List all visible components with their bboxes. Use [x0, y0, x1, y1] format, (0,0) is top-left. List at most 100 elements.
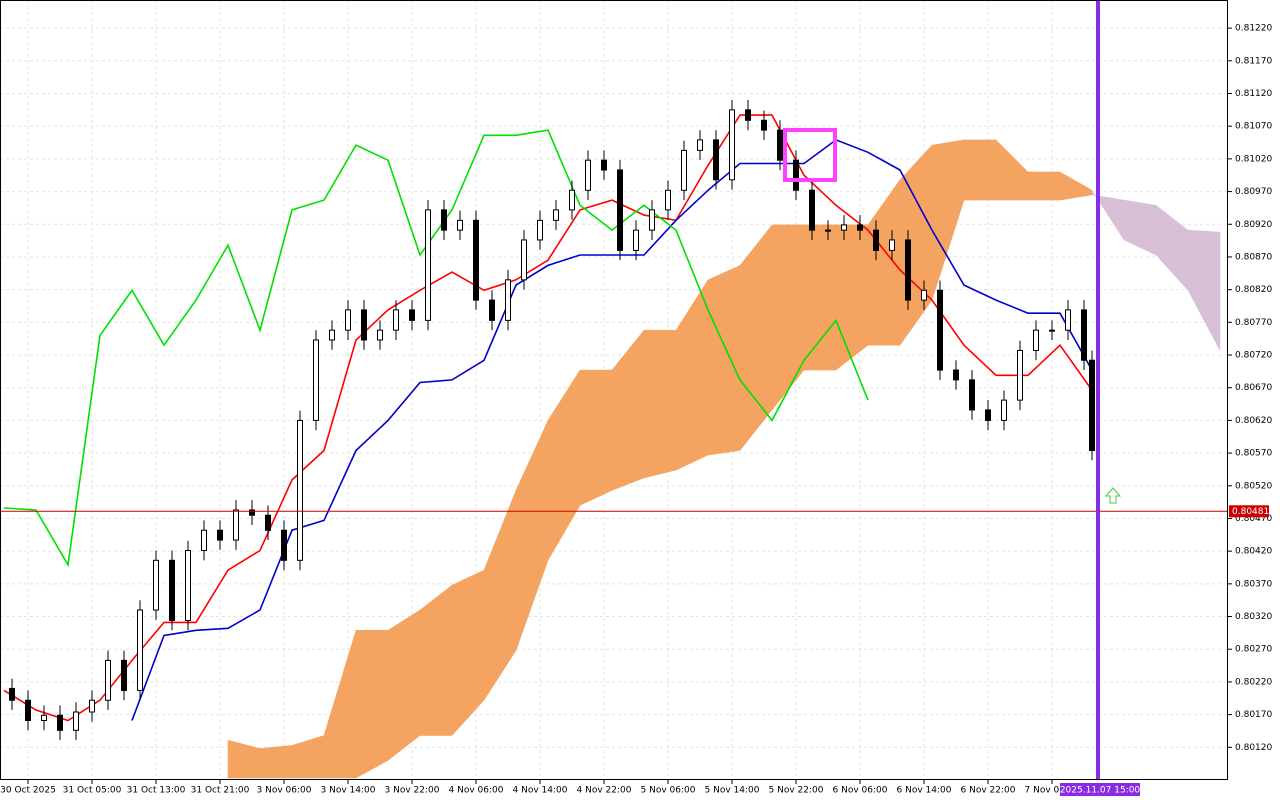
y-tick-label: 0.80470 — [1235, 514, 1272, 524]
y-tick-label: 0.80570 — [1235, 449, 1272, 459]
candle-body — [633, 229, 639, 251]
candle-body — [105, 659, 111, 701]
cursor-label-bg — [1060, 783, 1140, 796]
candle-body — [329, 329, 335, 341]
y-tick-label: 0.80920 — [1235, 220, 1272, 230]
candle-body — [169, 559, 175, 621]
candle-body — [25, 699, 31, 722]
candle-body — [825, 229, 831, 232]
candle-body — [953, 369, 959, 381]
cloud-segment — [419, 584, 453, 736]
candle-body — [345, 309, 351, 331]
y-tick-label: 0.81120 — [1235, 89, 1272, 99]
candle-body — [201, 529, 207, 552]
candle-body — [889, 239, 895, 251]
candle-body — [617, 169, 623, 251]
candle-body — [489, 299, 495, 321]
candle-body — [985, 409, 991, 421]
x-tick-label: 3 Nov 06:00 — [257, 786, 312, 796]
candle-body — [361, 309, 367, 341]
candle-body — [41, 714, 47, 722]
candle-body — [9, 687, 15, 701]
cloud-segment — [579, 369, 613, 506]
candle-body — [729, 109, 735, 181]
candle-body — [777, 129, 783, 161]
y-tick-label: 0.80120 — [1235, 743, 1272, 753]
candle-body — [57, 714, 63, 731]
x-tick-label: 31 Oct 13:00 — [127, 786, 186, 796]
candle-body — [713, 139, 719, 181]
x-tick-label: 4 Nov 06:00 — [449, 786, 504, 796]
candle-body — [121, 659, 127, 691]
x-tick-label: 6 Nov 06:00 — [833, 786, 888, 796]
candle-body — [89, 699, 95, 713]
y-tick-label: 0.81070 — [1235, 122, 1272, 132]
price-label: 0.80481 — [1232, 507, 1269, 517]
candle-body — [1065, 309, 1071, 331]
cursor-label: 2025.11.07 15:00 — [1060, 786, 1141, 796]
candle-body — [553, 209, 559, 221]
candle-body — [281, 529, 287, 561]
candle-body — [457, 219, 463, 231]
candle-body — [249, 509, 255, 516]
cloud-segment — [1027, 171, 1061, 201]
candle-body — [857, 224, 863, 231]
x-tick-label: 31 Oct 21:00 — [191, 786, 250, 796]
candle-body — [1049, 329, 1055, 332]
candle-body — [809, 189, 815, 231]
candle-body — [793, 159, 799, 191]
candle-body — [297, 419, 303, 561]
cloud-segment — [1187, 229, 1221, 351]
candle-body — [681, 149, 687, 191]
candle-body — [1033, 329, 1039, 351]
candle-body — [377, 329, 383, 341]
candle-body — [1081, 309, 1087, 361]
candle-body — [969, 379, 975, 411]
candle-body — [137, 609, 143, 691]
x-tick-label: 6 Nov 14:00 — [897, 786, 952, 796]
cloud-segment — [707, 265, 741, 456]
y-tick-label: 0.80870 — [1235, 252, 1272, 262]
y-tick-label: 0.81170 — [1235, 56, 1272, 66]
candle-body — [841, 224, 847, 231]
annotation-box — [783, 128, 837, 182]
cloud-segment — [835, 224, 869, 371]
candle-body — [761, 119, 767, 131]
y-tick-label: 0.80970 — [1235, 187, 1272, 197]
x-tick-label: 30 Oct 2025 — [0, 786, 56, 796]
cloud-segment — [355, 630, 389, 779]
y-tick-label: 0.80370 — [1235, 579, 1272, 589]
y-tick-label: 0.80220 — [1235, 677, 1272, 687]
candle-body — [873, 229, 879, 251]
candle-body — [473, 219, 479, 301]
x-tick-label: 5 Nov 14:00 — [705, 786, 760, 796]
cloud-segment — [803, 224, 837, 371]
x-tick-label: 6 Nov 22:00 — [961, 786, 1016, 796]
y-tick-label: 0.80770 — [1235, 318, 1272, 328]
candle-body — [393, 309, 399, 331]
y-tick-label: 0.80270 — [1235, 645, 1272, 655]
y-tick-label: 0.80820 — [1235, 285, 1272, 295]
candle-body — [313, 339, 319, 421]
y-tick-label: 0.81220 — [1235, 24, 1272, 34]
candle-body — [1017, 349, 1023, 401]
x-tick-label: 3 Nov 22:00 — [385, 786, 440, 796]
y-tick-label: 0.81020 — [1235, 154, 1272, 164]
candle-body — [937, 289, 943, 371]
candle-body — [185, 550, 191, 621]
plot-frame — [0, 0, 1228, 780]
y-tick-label: 0.80520 — [1235, 481, 1272, 491]
y-tick-label: 0.80670 — [1235, 383, 1272, 393]
x-tick-label: 7 Nov 06:00 — [1025, 786, 1080, 796]
indicator-line — [131, 138, 1093, 721]
x-tick-label: 3 Nov 14:00 — [321, 786, 376, 796]
x-tick-label: 5 Nov 06:00 — [641, 786, 696, 796]
candle-body — [601, 159, 607, 171]
y-tick-label: 0.80720 — [1235, 351, 1272, 361]
y-tick-label: 0.80170 — [1235, 710, 1272, 720]
x-tick-label: 31 Oct 05:00 — [63, 786, 122, 796]
y-tick-label: 0.80620 — [1235, 416, 1272, 426]
candle-body — [1001, 399, 1007, 421]
candle-body — [921, 289, 927, 301]
